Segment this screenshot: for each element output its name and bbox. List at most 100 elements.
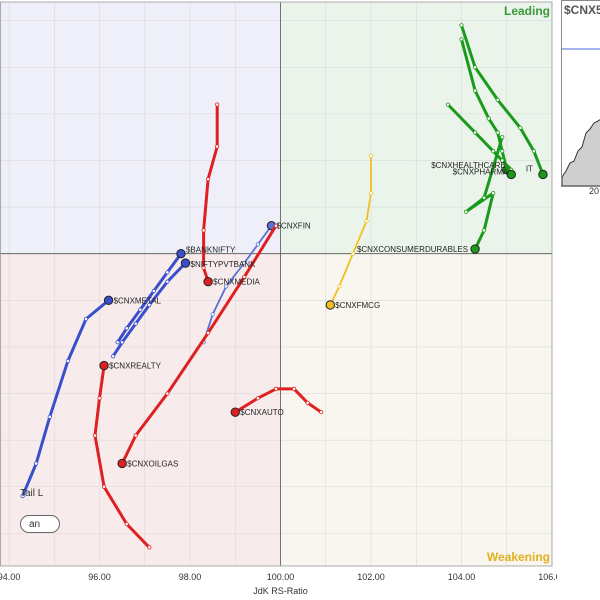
mini-chart-plot bbox=[562, 48, 600, 186]
tail-point-cnxoilgas bbox=[273, 223, 279, 228]
tail-head-cnxconsumerdurables bbox=[470, 244, 480, 254]
plot-border bbox=[0, 1, 553, 567]
tail-point-cnxmedia bbox=[206, 177, 211, 182]
x-tick-label: 94.00 bbox=[0, 572, 20, 582]
tail-niftypvtbank[interactable] bbox=[111, 258, 191, 359]
tail-point-cnxfin bbox=[255, 242, 261, 247]
tail-line-cnxfmcg bbox=[329, 154, 372, 306]
tail-point-cnxhealthcare bbox=[495, 130, 500, 135]
tail-label-cnxit: IT bbox=[526, 164, 533, 173]
tail-label-cnxoilgas: $CNXOILGAS bbox=[127, 459, 178, 468]
tail-point-cnxfmcg bbox=[337, 284, 342, 289]
tail-banknifty[interactable] bbox=[115, 249, 186, 345]
tail-line-cnxit bbox=[460, 23, 545, 176]
tails bbox=[20, 23, 548, 550]
tail-label-cnxauto: $CNXAUTO bbox=[240, 408, 283, 417]
tail-point-cnxconsumerdurables bbox=[482, 228, 487, 233]
tail-point-cnxfmcg bbox=[368, 191, 374, 196]
tail-point-cnxmedia bbox=[201, 228, 206, 233]
tail-label-cnxfin: $CNXFIN bbox=[276, 222, 310, 231]
tail-point-cnxmetal bbox=[34, 461, 39, 466]
tail-point-cnxmetal bbox=[20, 493, 25, 499]
tail-point-cnxconsumerdurables bbox=[500, 135, 505, 140]
tail-point-cnxrealty bbox=[124, 521, 129, 527]
tail-point-banknifty bbox=[151, 288, 156, 294]
mini-chart-x-tick: 20 bbox=[589, 186, 600, 196]
tail-line-cnxoilgas bbox=[120, 224, 278, 465]
tail-point-cnxpharma bbox=[472, 130, 478, 135]
tail-point-cnxrealty bbox=[147, 545, 152, 550]
tail-label-cnxmetal: $CNXMETAL bbox=[114, 296, 162, 305]
tail-line-cnxmetal bbox=[21, 298, 111, 498]
tail-head-cnxit bbox=[538, 169, 548, 180]
animate-button[interactable]: an bbox=[20, 515, 60, 533]
tail-point-cnxmetal bbox=[65, 358, 70, 364]
tail-head-cnxmedia bbox=[203, 276, 213, 287]
tail-head-cnxmetal bbox=[103, 295, 114, 306]
tail-point-cnxauto bbox=[319, 410, 324, 415]
tail-label-cnxconsumerdurables: $CNXCONSUMERDURABLES bbox=[357, 245, 468, 254]
tail-point-cnxfmcg bbox=[364, 218, 369, 224]
mini-price-chart[interactable]: $CNX5 bbox=[561, 0, 600, 187]
rrg-chart: $CNXMETAL $BANKNIFTY $NIFTYPVTBANK $CNXFIN $… bbox=[0, 1, 557, 596]
tail-head-cnxfmcg bbox=[325, 300, 335, 310]
tail-point-cnxconsumerdurables bbox=[491, 191, 496, 196]
tail-point-cnxmetal bbox=[83, 316, 89, 322]
tail-point-cnxhealthcare bbox=[486, 116, 491, 121]
tail-point-cnxmetal bbox=[47, 414, 52, 419]
tail-point-niftypvtbank bbox=[120, 340, 125, 345]
tail-head-cnxrealty bbox=[99, 360, 109, 371]
tail-point-cnxauto bbox=[305, 400, 310, 405]
tail-point-niftypvtbank bbox=[147, 302, 152, 308]
tail-cnxfmcg[interactable] bbox=[325, 153, 374, 310]
quadrant-label-weakening: Weakening bbox=[487, 550, 550, 564]
x-tick-label: 100.00 bbox=[267, 572, 295, 582]
tail-point-cnxoilgas bbox=[133, 433, 138, 438]
tail-cnxpharma[interactable] bbox=[445, 102, 516, 180]
tail-head-cnxauto bbox=[230, 407, 240, 417]
tail-point-cnxconsumerdurables bbox=[463, 209, 469, 214]
tail-point-cnxpharma bbox=[500, 158, 505, 163]
tail-head-cnxpharma bbox=[506, 169, 516, 180]
tail-cnxconsumerdurables[interactable] bbox=[463, 135, 505, 254]
tail-point-cnxoilgas bbox=[242, 274, 247, 280]
tail-point-cnxfin bbox=[210, 312, 215, 317]
x-tick-label: 106.00 bbox=[538, 572, 557, 582]
tail-point-cnxit bbox=[495, 97, 500, 102]
tail-point-niftypvtbank bbox=[133, 321, 138, 326]
quadrant-improving bbox=[0, 2, 281, 254]
tail-point-cnxoilgas bbox=[206, 330, 211, 336]
tail-point-cnxhealthcare bbox=[459, 37, 464, 42]
tail-labels: $CNXMETAL $BANKNIFTY $NIFTYPVTBANK $CNXFIN $… bbox=[109, 161, 533, 469]
tail-cnxmetal[interactable] bbox=[20, 295, 114, 499]
tail-line-niftypvtbank bbox=[111, 261, 187, 358]
tail-point-cnxmedia bbox=[215, 144, 220, 149]
tail-cnxmedia[interactable] bbox=[201, 102, 220, 287]
tail-point-banknifty bbox=[115, 340, 120, 345]
tail-cnxit[interactable] bbox=[459, 23, 548, 180]
tail-length-label: Tail L bbox=[20, 488, 44, 499]
tail-cnxrealty[interactable] bbox=[92, 360, 152, 550]
tail-cnxoilgas[interactable] bbox=[117, 223, 279, 469]
x-axis-title: JdK RS-Ratio bbox=[253, 586, 308, 596]
tail-label-cnxrealty: $CNXREALTY bbox=[109, 362, 162, 371]
quadrant-backgrounds bbox=[0, 2, 552, 566]
tail-point-cnxfin bbox=[242, 260, 247, 266]
tail-point-cnxrealty bbox=[97, 396, 102, 401]
tail-point-cnxconsumerdurables bbox=[482, 195, 487, 200]
grid-lines bbox=[0, 1, 553, 567]
tail-point-cnxfmcg bbox=[368, 153, 374, 158]
x-tick-label: 96.00 bbox=[88, 572, 111, 582]
tail-point-banknifty bbox=[138, 307, 143, 312]
tail-point-cnxpharma bbox=[445, 102, 451, 107]
tail-point-cnxauto bbox=[255, 396, 261, 401]
tail-line-banknifty bbox=[116, 252, 183, 344]
tail-head-niftypvtbank bbox=[180, 258, 191, 268]
tail-point-banknifty bbox=[124, 326, 129, 331]
tail-label-cnxpharma: $CNXPHARMA bbox=[453, 167, 509, 176]
tail-cnxauto[interactable] bbox=[230, 386, 324, 417]
tail-point-cnxrealty bbox=[92, 433, 98, 438]
tail-point-niftypvtbank bbox=[111, 354, 116, 359]
tail-point-niftypvtbank bbox=[165, 279, 170, 284]
tail-point-cnxit bbox=[472, 65, 478, 70]
